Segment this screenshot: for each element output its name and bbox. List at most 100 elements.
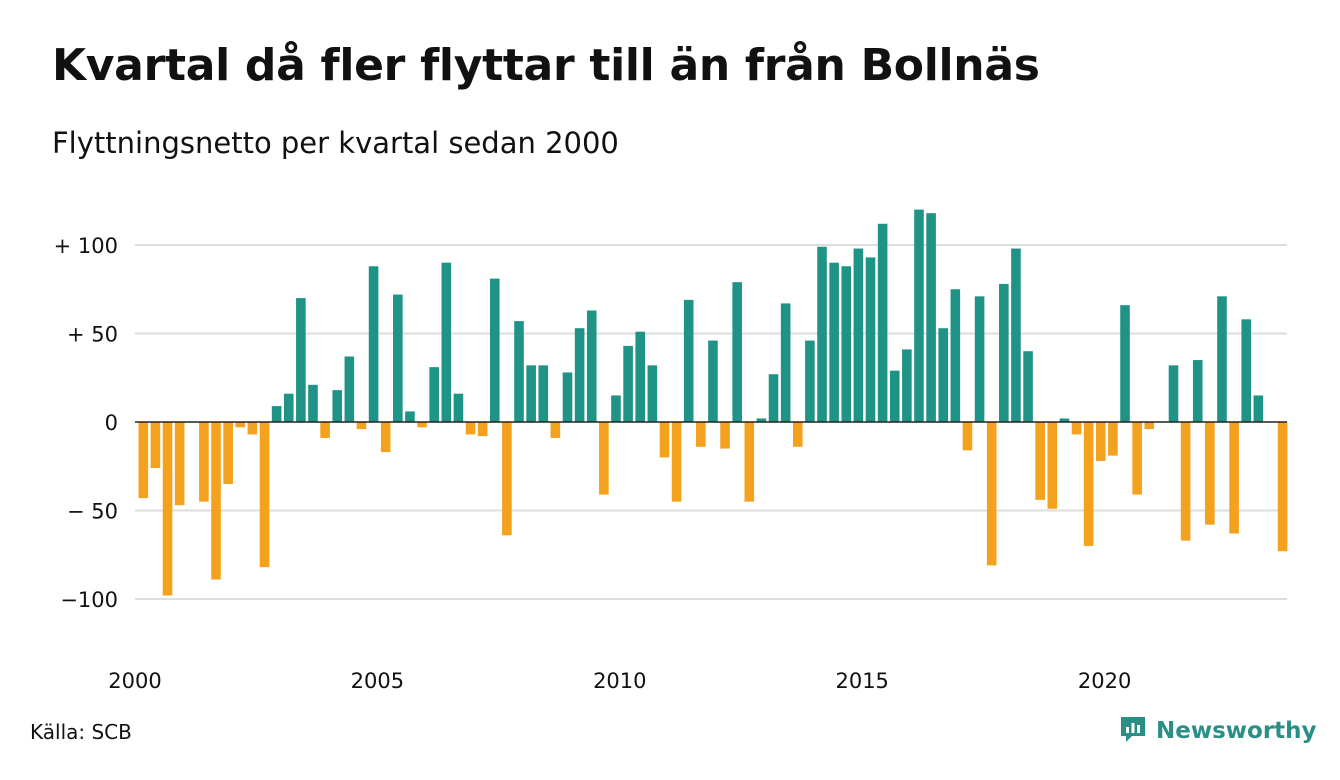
bar: [817, 246, 827, 422]
x-tick-label: 2000: [108, 669, 161, 693]
bar: [1205, 422, 1215, 525]
bar: [380, 422, 391, 453]
bar: [477, 422, 488, 437]
bar: [162, 422, 173, 596]
y-tick-label: + 100: [54, 234, 118, 258]
bar: [429, 367, 439, 422]
bar: [974, 296, 985, 422]
bar: [756, 418, 767, 422]
bar: [344, 356, 355, 422]
bar: [453, 393, 464, 422]
bar: [938, 328, 949, 422]
bar: [865, 257, 876, 422]
bar: [1011, 248, 1021, 422]
bar: [877, 223, 888, 422]
brand[interactable]: Newsworthy: [1118, 714, 1317, 748]
x-axis-ticks: 2000 2005 2010 2015 2020: [108, 669, 1131, 693]
bar: [647, 365, 658, 422]
bar: [502, 422, 512, 536]
bar: [720, 422, 730, 449]
bar: [623, 345, 633, 422]
bar: [320, 422, 330, 438]
bar: [1217, 296, 1227, 422]
y-tick-label: 0: [105, 411, 118, 435]
bar: [1059, 418, 1070, 422]
bar: [1277, 422, 1288, 552]
x-tick-label: 2005: [351, 669, 404, 693]
bar: [1095, 422, 1106, 461]
bar: [308, 384, 318, 422]
bar: [768, 374, 779, 422]
bar: [223, 422, 233, 484]
bar: [562, 372, 573, 422]
y-tick-label: − 50: [67, 500, 118, 524]
bar: [368, 266, 379, 422]
gridlines: [135, 244, 1287, 600]
bar: [1120, 305, 1130, 422]
bar: [1083, 422, 1094, 546]
bar: [356, 422, 367, 430]
bar: [296, 298, 306, 422]
bar: [441, 262, 452, 422]
bar: [283, 393, 294, 422]
bar: [744, 422, 755, 502]
bar: [841, 266, 852, 422]
chart-title: Kvartal då fler flyttar till än från Bol…: [52, 40, 1040, 91]
bar: [247, 422, 258, 435]
newsworthy-logo-icon: [1118, 714, 1148, 748]
bar: [1180, 422, 1191, 541]
x-tick-label: 2020: [1078, 669, 1131, 693]
bar: [611, 395, 621, 422]
y-tick-label: + 50: [67, 323, 118, 347]
bar: [1229, 422, 1239, 534]
bar: [526, 365, 536, 422]
bar: [829, 262, 839, 422]
bar: [1023, 351, 1033, 422]
bar: [659, 422, 670, 458]
bar: [635, 331, 646, 422]
bar: [696, 422, 706, 447]
bar: [174, 422, 185, 506]
bar: [586, 310, 597, 422]
bar: [986, 422, 997, 566]
bar: [1144, 422, 1155, 430]
bar: [1071, 422, 1082, 435]
bar: [1132, 422, 1142, 495]
bar: [465, 422, 476, 435]
bar: [1168, 365, 1179, 422]
bar: [574, 328, 585, 422]
bar: [1253, 395, 1264, 422]
bar: [417, 422, 427, 428]
bar: [1108, 422, 1118, 456]
bar: [708, 340, 718, 422]
bar: [671, 422, 682, 502]
bar: [914, 209, 924, 422]
y-tick-label: −100: [60, 588, 118, 612]
x-tick-label: 2010: [593, 669, 646, 693]
bar: [550, 422, 561, 438]
bar: [211, 422, 221, 580]
bar: [889, 370, 900, 422]
bar: [780, 303, 791, 422]
bar: [199, 422, 209, 502]
brand-name: Newsworthy: [1156, 718, 1317, 744]
bar: [853, 248, 864, 422]
bar: [999, 283, 1009, 422]
bar: [271, 406, 282, 422]
y-axis-ticks: + 100 + 50 0 − 50 −100: [54, 234, 118, 612]
bar: [926, 213, 936, 422]
bar: [805, 340, 815, 422]
bar: [950, 289, 961, 422]
bar: [1035, 422, 1045, 500]
bar: [732, 282, 742, 422]
bar: [393, 294, 403, 422]
bar: [138, 422, 149, 499]
bar: [538, 365, 549, 422]
bar: [332, 390, 343, 422]
bar: [150, 422, 161, 469]
bar: [1047, 422, 1058, 509]
bars: [135, 209, 1288, 596]
bar: [489, 278, 500, 422]
bar: [259, 422, 270, 568]
bar: [683, 299, 694, 422]
